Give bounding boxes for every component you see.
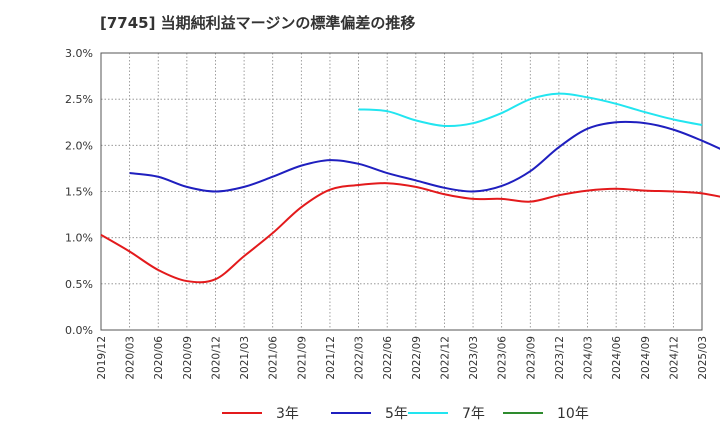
legend-label: 5年 xyxy=(385,406,408,422)
x-tick-label: 2021/06 xyxy=(268,336,280,380)
plot-frame xyxy=(100,52,703,331)
y-tick-label: 2.0% xyxy=(65,139,93,152)
y-tick-label: 1.5% xyxy=(65,186,93,199)
x-tick-label: 2024/12 xyxy=(668,336,680,380)
x-tick-label: 2020/06 xyxy=(153,336,165,380)
chart-title: [7745] 当期純利益マージンの標準偏差の推移 xyxy=(100,14,416,32)
x-tick-label: 2022/03 xyxy=(354,336,366,380)
series-lines xyxy=(100,92,720,284)
legend-item: 3年 xyxy=(222,403,299,423)
x-tick-label: 2024/09 xyxy=(640,336,652,380)
legend-item: 5年 xyxy=(331,403,408,423)
series-line-2 xyxy=(358,92,703,128)
legend-item: 7年 xyxy=(408,403,485,423)
legend-label: 3年 xyxy=(276,406,299,422)
legend-swatch xyxy=(503,412,543,414)
x-tick-label: 2022/09 xyxy=(411,336,423,380)
x-tick-label: 2021/09 xyxy=(296,336,308,380)
y-tick-label: 2.5% xyxy=(65,93,93,106)
x-tick-label: 2025/03 xyxy=(697,336,709,380)
y-tick-label: 0.0% xyxy=(65,324,93,337)
x-tick-label: 2019/12 xyxy=(96,336,108,380)
y-tick-label: 0.5% xyxy=(65,278,93,291)
legend-swatch xyxy=(222,412,262,414)
legend-label: 7年 xyxy=(462,406,485,422)
axes: 0.0% 0.5% 1.0% 1.5% 2.0% 2.5% 3.0% 2019/12 2020/… xyxy=(65,47,709,380)
y-tick-label: 3.0% xyxy=(65,47,93,60)
x-tick-label: 2020/12 xyxy=(210,336,222,380)
legend: 3年 5年 7年 10年 xyxy=(0,403,720,427)
y-tick-label: 1.0% xyxy=(65,232,93,245)
series-line-0 xyxy=(100,182,720,284)
x-tick-label: 2020/03 xyxy=(125,336,137,380)
legend-label: 10年 xyxy=(557,406,589,422)
x-tick-label: 2021/03 xyxy=(239,336,251,380)
x-tick-label: 2021/12 xyxy=(325,336,337,380)
series-line-1 xyxy=(129,120,720,193)
plot-area xyxy=(101,53,702,330)
x-tick-label: 2023/03 xyxy=(468,336,480,380)
legend-item: 10年 xyxy=(503,403,589,423)
legend-swatch xyxy=(331,412,371,414)
x-tick-label: 2022/06 xyxy=(382,336,394,380)
x-tick-label: 2020/09 xyxy=(182,336,194,380)
x-tick-label: 2024/06 xyxy=(611,336,623,380)
x-tick-label: 2022/12 xyxy=(439,336,451,380)
x-tick-label: 2023/12 xyxy=(554,336,566,380)
x-tick-label: 2023/09 xyxy=(525,336,537,380)
x-tick-label: 2023/06 xyxy=(497,336,509,380)
legend-swatch xyxy=(408,412,448,414)
x-tick-label: 2024/03 xyxy=(583,336,595,380)
